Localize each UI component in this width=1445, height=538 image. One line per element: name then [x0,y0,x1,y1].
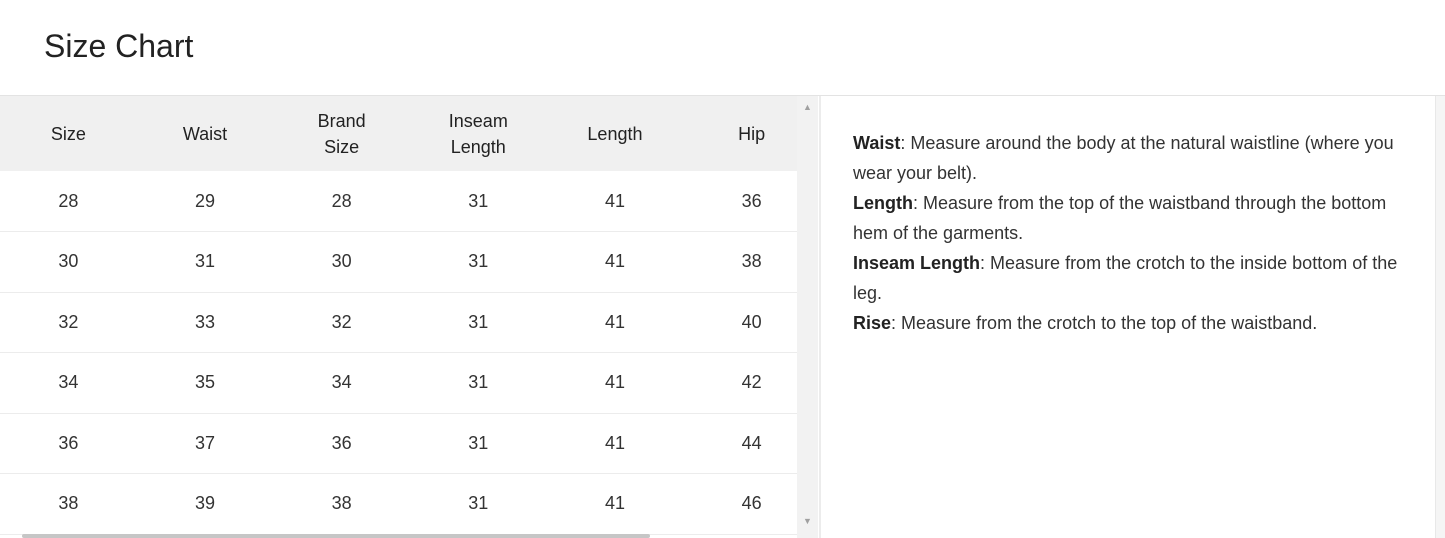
table-cell: 36 [683,171,797,232]
notes-scrollbar[interactable] [1435,96,1445,538]
table-row: 34 35 34 31 41 42 [0,352,797,414]
table-cell: 31 [409,473,547,535]
table-cell: 31 [409,171,547,232]
table-row: 32 33 32 31 41 40 [0,292,797,353]
table-cell: 37 [136,413,274,474]
table-cell: 38 [683,231,797,293]
table-cell: 29 [136,171,274,232]
table-cell: 40 [683,292,797,353]
note-item: Rise: Measure from the crotch to the top… [853,308,1418,338]
scroll-down-icon[interactable]: ▼ [803,516,812,526]
note-term: Inseam Length [853,253,981,273]
measurement-notes: Waist: Measure around the body at the na… [853,128,1418,338]
divider [0,95,1445,96]
table-cell: 41 [546,413,684,474]
table-cell: 41 [546,231,684,293]
note-text: : Measure around the body at the natural… [853,133,1394,183]
table-cell: 44 [683,413,797,474]
table-cell: 36 [273,413,410,474]
size-table-container: Size Waist Brand Size Inseam Length Length Hi… [0,96,797,538]
table-cell: 35 [136,352,274,414]
table-horizontal-scrollbar[interactable] [22,534,650,538]
table-vertical-scrollbar[interactable]: ▲ ▼ [797,96,818,538]
column-header: Length [546,96,684,171]
panel-divider [819,96,821,538]
table-cell: 39 [136,473,274,535]
note-term: Rise [853,313,892,333]
column-header: Brand Size [273,96,410,171]
table-cell: 28 [273,171,410,232]
table-cell: 30 [273,231,410,293]
table-row: 38 39 38 31 41 46 [0,473,797,535]
table-cell: 42 [683,352,797,414]
table-cell: 33 [136,292,274,353]
table-cell: 41 [546,171,684,232]
table-cell: 38 [0,473,137,535]
table-cell: 31 [409,231,547,293]
table-row: 28 29 28 31 41 36 [0,171,797,232]
note-text: : Measure from the top of the waistband … [853,193,1387,243]
table-cell: 31 [136,231,274,293]
table-cell: 31 [409,352,547,414]
size-table: Size Waist Brand Size Inseam Length Length Hi… [0,96,797,535]
table-cell: 36 [0,413,137,474]
page-title: Size Chart [44,28,194,64]
table-cell: 41 [546,352,684,414]
table-cell: 34 [273,352,410,414]
table-cell: 31 [409,292,547,353]
note-item: Length: Measure from the top of the wais… [853,188,1418,248]
table-cell: 30 [0,231,137,293]
note-term: Length [853,193,913,213]
column-header: Inseam Length [409,96,547,171]
column-header: Waist [136,96,274,171]
table-cell: 32 [0,292,137,353]
table-cell: 31 [409,413,547,474]
note-text: : Measure from the crotch to the inside … [853,253,1398,303]
note-term: Waist [853,133,901,153]
note-item: Inseam Length: Measure from the crotch t… [853,248,1418,308]
table-cell: 38 [273,473,410,535]
table-cell: 41 [546,473,684,535]
scroll-up-icon[interactable]: ▲ [803,102,812,112]
column-header: Hip [683,96,797,171]
table-cell: 28 [0,171,137,232]
table-cell: 34 [0,352,137,414]
table-row: 30 31 30 31 41 38 [0,231,797,293]
note-item: Waist: Measure around the body at the na… [853,128,1418,188]
table-cell: 46 [683,473,797,535]
table-header-row: Size Waist Brand Size Inseam Length Length Hi… [0,96,797,171]
table-row: 36 37 36 31 41 44 [0,413,797,474]
note-text: : Measure from the crotch to the top of … [891,313,1318,333]
table-cell: 41 [546,292,684,353]
column-header: Size [0,96,137,171]
table-cell: 32 [273,292,410,353]
